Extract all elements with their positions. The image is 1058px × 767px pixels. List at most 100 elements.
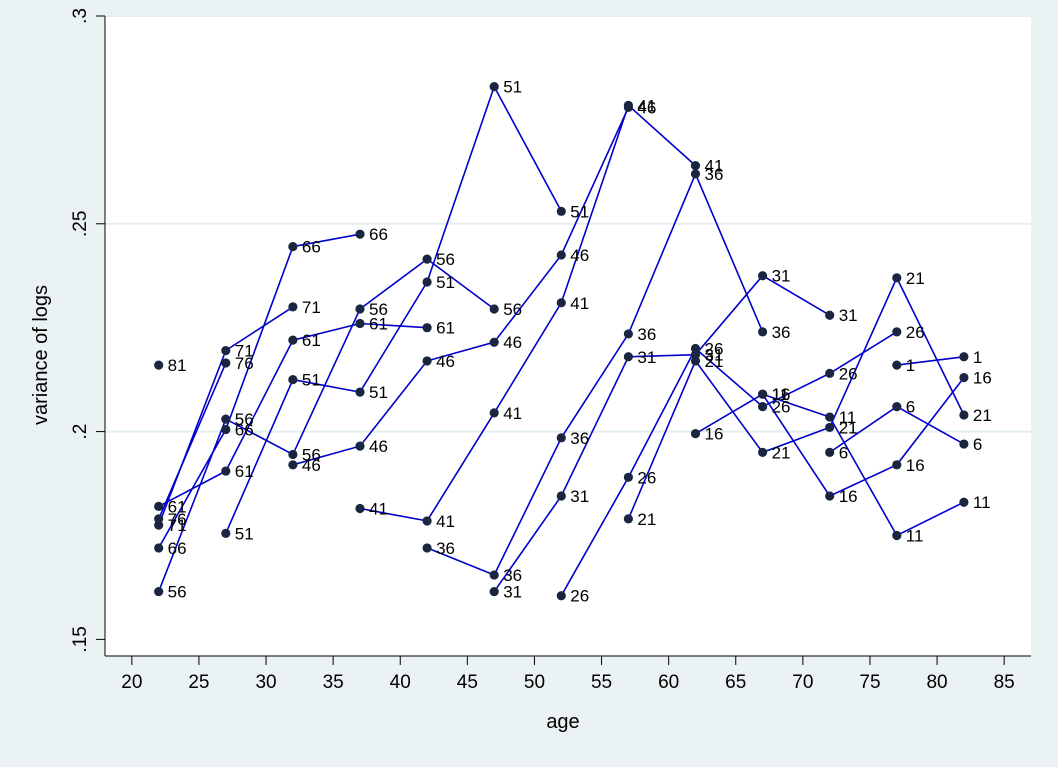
data-label: 26: [637, 468, 656, 487]
x-tick-label: 75: [859, 672, 880, 693]
data-label: 51: [302, 371, 321, 390]
data-point: [489, 82, 499, 92]
data-label: 56: [168, 583, 187, 602]
plot-area: [105, 16, 1031, 656]
data-point: [757, 402, 768, 412]
data-point: [422, 254, 432, 264]
point-labels: 1 166611111111161616161621212121212126262…: [168, 78, 992, 606]
data-point: [959, 439, 969, 449]
data-label: 26: [772, 398, 791, 417]
y-tick-label: .15: [70, 626, 91, 652]
data-point: [556, 591, 566, 601]
y-axis-title: variance of logs: [30, 285, 52, 425]
data-label: 31: [637, 348, 656, 367]
data-label: 21: [973, 406, 992, 425]
data-label: 66: [168, 539, 187, 558]
x-tick-label: 70: [792, 672, 813, 693]
data-label: 31: [570, 487, 589, 506]
series-line-21: [627, 275, 965, 520]
data-point: [825, 447, 835, 457]
data-label: 36: [436, 539, 455, 558]
x-tick-label: 40: [390, 672, 411, 693]
data-label: 6: [839, 443, 848, 462]
data-label: 31: [772, 267, 791, 286]
data-point: [892, 530, 902, 541]
data-label: 36: [637, 325, 656, 344]
data-point: [489, 337, 499, 347]
data-point: [959, 497, 969, 507]
data-label: 41: [637, 96, 656, 115]
data-label: 26: [839, 364, 858, 383]
data-label: 1: [973, 348, 982, 367]
data-point: [959, 352, 969, 362]
data-point: [288, 449, 298, 460]
data-point: [892, 460, 902, 470]
data-point: [355, 229, 365, 239]
series-markers: [154, 82, 969, 601]
data-point: [154, 360, 164, 370]
data-point: [892, 360, 902, 370]
data-label: 26: [704, 339, 723, 358]
data-point: [221, 424, 231, 435]
data-label: 51: [235, 524, 254, 543]
data-point: [221, 528, 231, 539]
data-point: [825, 310, 835, 320]
data-label: 81: [168, 356, 187, 375]
data-point: [288, 302, 298, 312]
data-point: [757, 271, 768, 281]
data-label: 66: [235, 421, 254, 440]
data-label: 31: [704, 346, 723, 365]
data-label: 61: [369, 315, 388, 334]
x-tick-label: 80: [926, 672, 947, 693]
data-point: [489, 570, 499, 580]
data-point: [288, 375, 298, 385]
data-label: 36: [704, 165, 723, 184]
x-axis-title: age: [546, 711, 579, 733]
data-label: 21: [839, 418, 858, 437]
data-point: [556, 206, 566, 216]
data-label: 61: [235, 462, 254, 481]
data-label: 1: [906, 356, 915, 375]
data-point: [489, 304, 499, 314]
data-point: [288, 460, 298, 470]
data-label: 41: [570, 294, 589, 313]
series-line-51: [225, 84, 563, 534]
data-label: 16: [839, 487, 858, 506]
series-line-76: [157, 362, 227, 520]
data-label: 36: [772, 323, 791, 342]
data-label: 16: [973, 369, 992, 388]
data-point: [690, 429, 701, 439]
data-point: [154, 543, 164, 553]
data-label: 56: [503, 300, 522, 319]
data-point: [757, 389, 768, 399]
data-point: [288, 242, 298, 252]
data-label: 51: [369, 383, 388, 402]
data-label: 61: [436, 319, 455, 338]
y-tick-label: .2: [70, 424, 91, 440]
series-line-41: [359, 103, 697, 522]
data-label: 6: [906, 398, 915, 417]
x-tick-label: 35: [323, 672, 344, 693]
x-tick-label: 20: [121, 672, 142, 693]
data-label: 21: [704, 352, 723, 371]
data-point: [892, 273, 902, 283]
x-tick-label: 85: [994, 672, 1015, 693]
x-tick-label: 45: [457, 672, 478, 693]
x-tick-label: 25: [188, 672, 209, 693]
series-line-66: [158, 233, 361, 549]
series-line-26: [560, 331, 898, 597]
data-point: [154, 586, 164, 597]
data-label: 21: [772, 443, 791, 462]
data-point: [422, 277, 432, 287]
data-point: [489, 586, 499, 597]
data-point: [221, 345, 231, 356]
data-point: [422, 323, 432, 333]
data-point: [623, 472, 633, 482]
data-point: [623, 352, 633, 362]
data-point: [556, 433, 566, 443]
data-label: 61: [168, 497, 187, 516]
data-label: 46: [503, 333, 522, 352]
data-label: 66: [369, 225, 388, 244]
series-line-31: [493, 274, 831, 593]
data-point: [288, 335, 298, 345]
